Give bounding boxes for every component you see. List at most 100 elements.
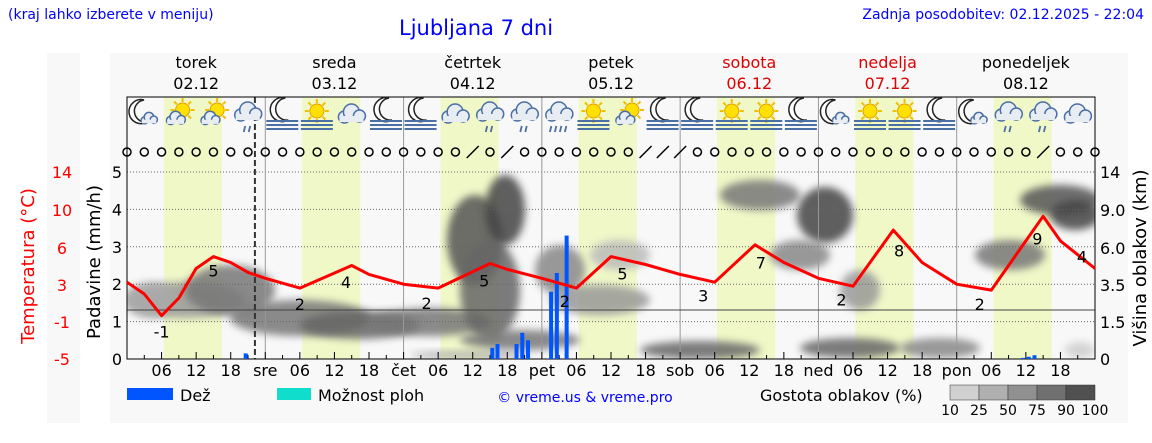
wind-calm-icon — [398, 147, 409, 157]
wind-barb-icon — [1036, 145, 1050, 159]
rain-bar — [495, 344, 500, 359]
wind-calm-icon — [450, 147, 461, 157]
wind-calm-icon — [606, 147, 616, 157]
cloud-height-tick: 0 — [1100, 350, 1110, 369]
x-tick-label: 06 — [566, 361, 586, 380]
wind-calm-icon — [485, 147, 495, 157]
cloud-density-blob — [720, 180, 800, 210]
sun-ray — [736, 101, 741, 107]
rain-drop — [484, 125, 489, 133]
sun-ray — [722, 101, 727, 107]
day-name: petek — [588, 53, 634, 72]
sun-fog-icon — [300, 99, 333, 130]
sun-ray — [321, 115, 327, 121]
rain-drop — [1042, 125, 1047, 133]
sun-ray — [187, 114, 192, 120]
sun-ray — [722, 115, 727, 121]
x-tick-label: 12 — [601, 361, 621, 380]
wind-calm-icon — [1072, 147, 1083, 157]
daylight-band — [163, 97, 222, 359]
temp-value-label: 3 — [698, 287, 708, 306]
sun-ray — [321, 101, 327, 107]
sun-ray — [860, 101, 866, 107]
x-tick-label: 18 — [221, 361, 241, 380]
wind-calm-icon — [882, 147, 893, 157]
sun-cloud-icon — [200, 98, 230, 126]
sun-ray — [895, 101, 900, 107]
wind-calm-icon — [174, 147, 184, 157]
wind-calm-icon — [830, 147, 841, 157]
precip-tick: 4 — [112, 200, 122, 219]
sun-fog-icon — [577, 99, 610, 130]
x-tick-label: pet — [529, 361, 555, 380]
cloud-base — [512, 114, 537, 120]
x-tick-label: 06 — [290, 361, 310, 380]
density-scale-tick: 90 — [1057, 403, 1075, 419]
wind-calm-icon — [346, 147, 357, 157]
temp-value-label: 5 — [617, 264, 627, 283]
wind-calm-icon — [277, 147, 288, 157]
wind-calm-icon — [139, 147, 150, 157]
wind-calm-icon — [969, 147, 979, 157]
wind-calm-icon — [934, 147, 945, 157]
rain-drop — [519, 125, 523, 133]
cloud-density-blob — [1050, 200, 1095, 230]
temp-tick: 14 — [52, 163, 72, 182]
x-tick-label: ned — [803, 361, 833, 380]
wind-calm-icon — [1003, 147, 1014, 157]
temp-value-label: 4 — [1077, 247, 1087, 266]
wind-calm-icon — [433, 147, 443, 157]
rain-drop — [242, 125, 247, 133]
wind-barb-icon — [673, 145, 687, 159]
temp-value-label: 2 — [836, 291, 846, 310]
cloud-rain-icon — [1029, 101, 1058, 133]
temp-value-label: 5 — [479, 271, 489, 290]
temp-tick: -1 — [54, 313, 70, 332]
cloud-height-tick: 3.5 — [1100, 276, 1125, 295]
cloud-base — [477, 114, 502, 120]
sun-ray — [187, 100, 192, 106]
x-tick-label: 18 — [774, 361, 794, 380]
x-tick-label: 12 — [739, 361, 759, 380]
cloud-density-blob — [770, 240, 830, 270]
sun-ray — [307, 115, 312, 121]
rain-drop — [1008, 125, 1012, 133]
rain-bar — [1032, 355, 1037, 359]
location-hint[interactable]: (kraj lahko izberete v meniju) — [8, 7, 214, 23]
wind-calm-icon — [951, 147, 962, 157]
credit-link[interactable]: © vreme.us & vreme.pro — [497, 390, 672, 406]
precip-tick: 1 — [112, 313, 122, 332]
moon-fog-icon — [681, 96, 714, 130]
showers-legend-label: Možnost ploh — [318, 386, 424, 405]
x-tick-label: 06 — [705, 361, 725, 380]
sun-ray — [173, 100, 178, 106]
daylight-band — [717, 97, 776, 359]
cloud-height-tick: 9.0 — [1100, 201, 1125, 220]
cloud-icon — [1063, 103, 1093, 124]
rain-drop — [1003, 125, 1007, 133]
precip-tick: 2 — [112, 275, 122, 294]
rain-bar — [1026, 356, 1031, 359]
rain-bar — [549, 291, 554, 359]
sun-ray — [584, 101, 589, 107]
density-scale-tick: 25 — [970, 403, 988, 419]
rain-drop — [563, 125, 568, 133]
moon-fog-icon — [784, 96, 817, 130]
temp-tick: -5 — [54, 350, 70, 369]
moon-fog-icon — [370, 96, 402, 130]
sun-ray — [222, 100, 227, 106]
sun-ray — [860, 115, 866, 121]
cloud-height-tick: 6.0 — [1100, 239, 1125, 258]
sun-disc — [309, 103, 325, 119]
sun-cloud-icon — [165, 98, 195, 126]
sun-disc — [862, 103, 878, 119]
precip-tick: 3 — [112, 238, 122, 257]
x-tick-label: 18 — [497, 361, 517, 380]
wind-barb-icon — [656, 145, 670, 159]
rain-bar — [520, 332, 525, 359]
wind-calm-icon — [260, 147, 271, 157]
precip-axis-label: Padavine (mm/h) — [84, 185, 105, 339]
temp-tick: 10 — [52, 201, 72, 220]
